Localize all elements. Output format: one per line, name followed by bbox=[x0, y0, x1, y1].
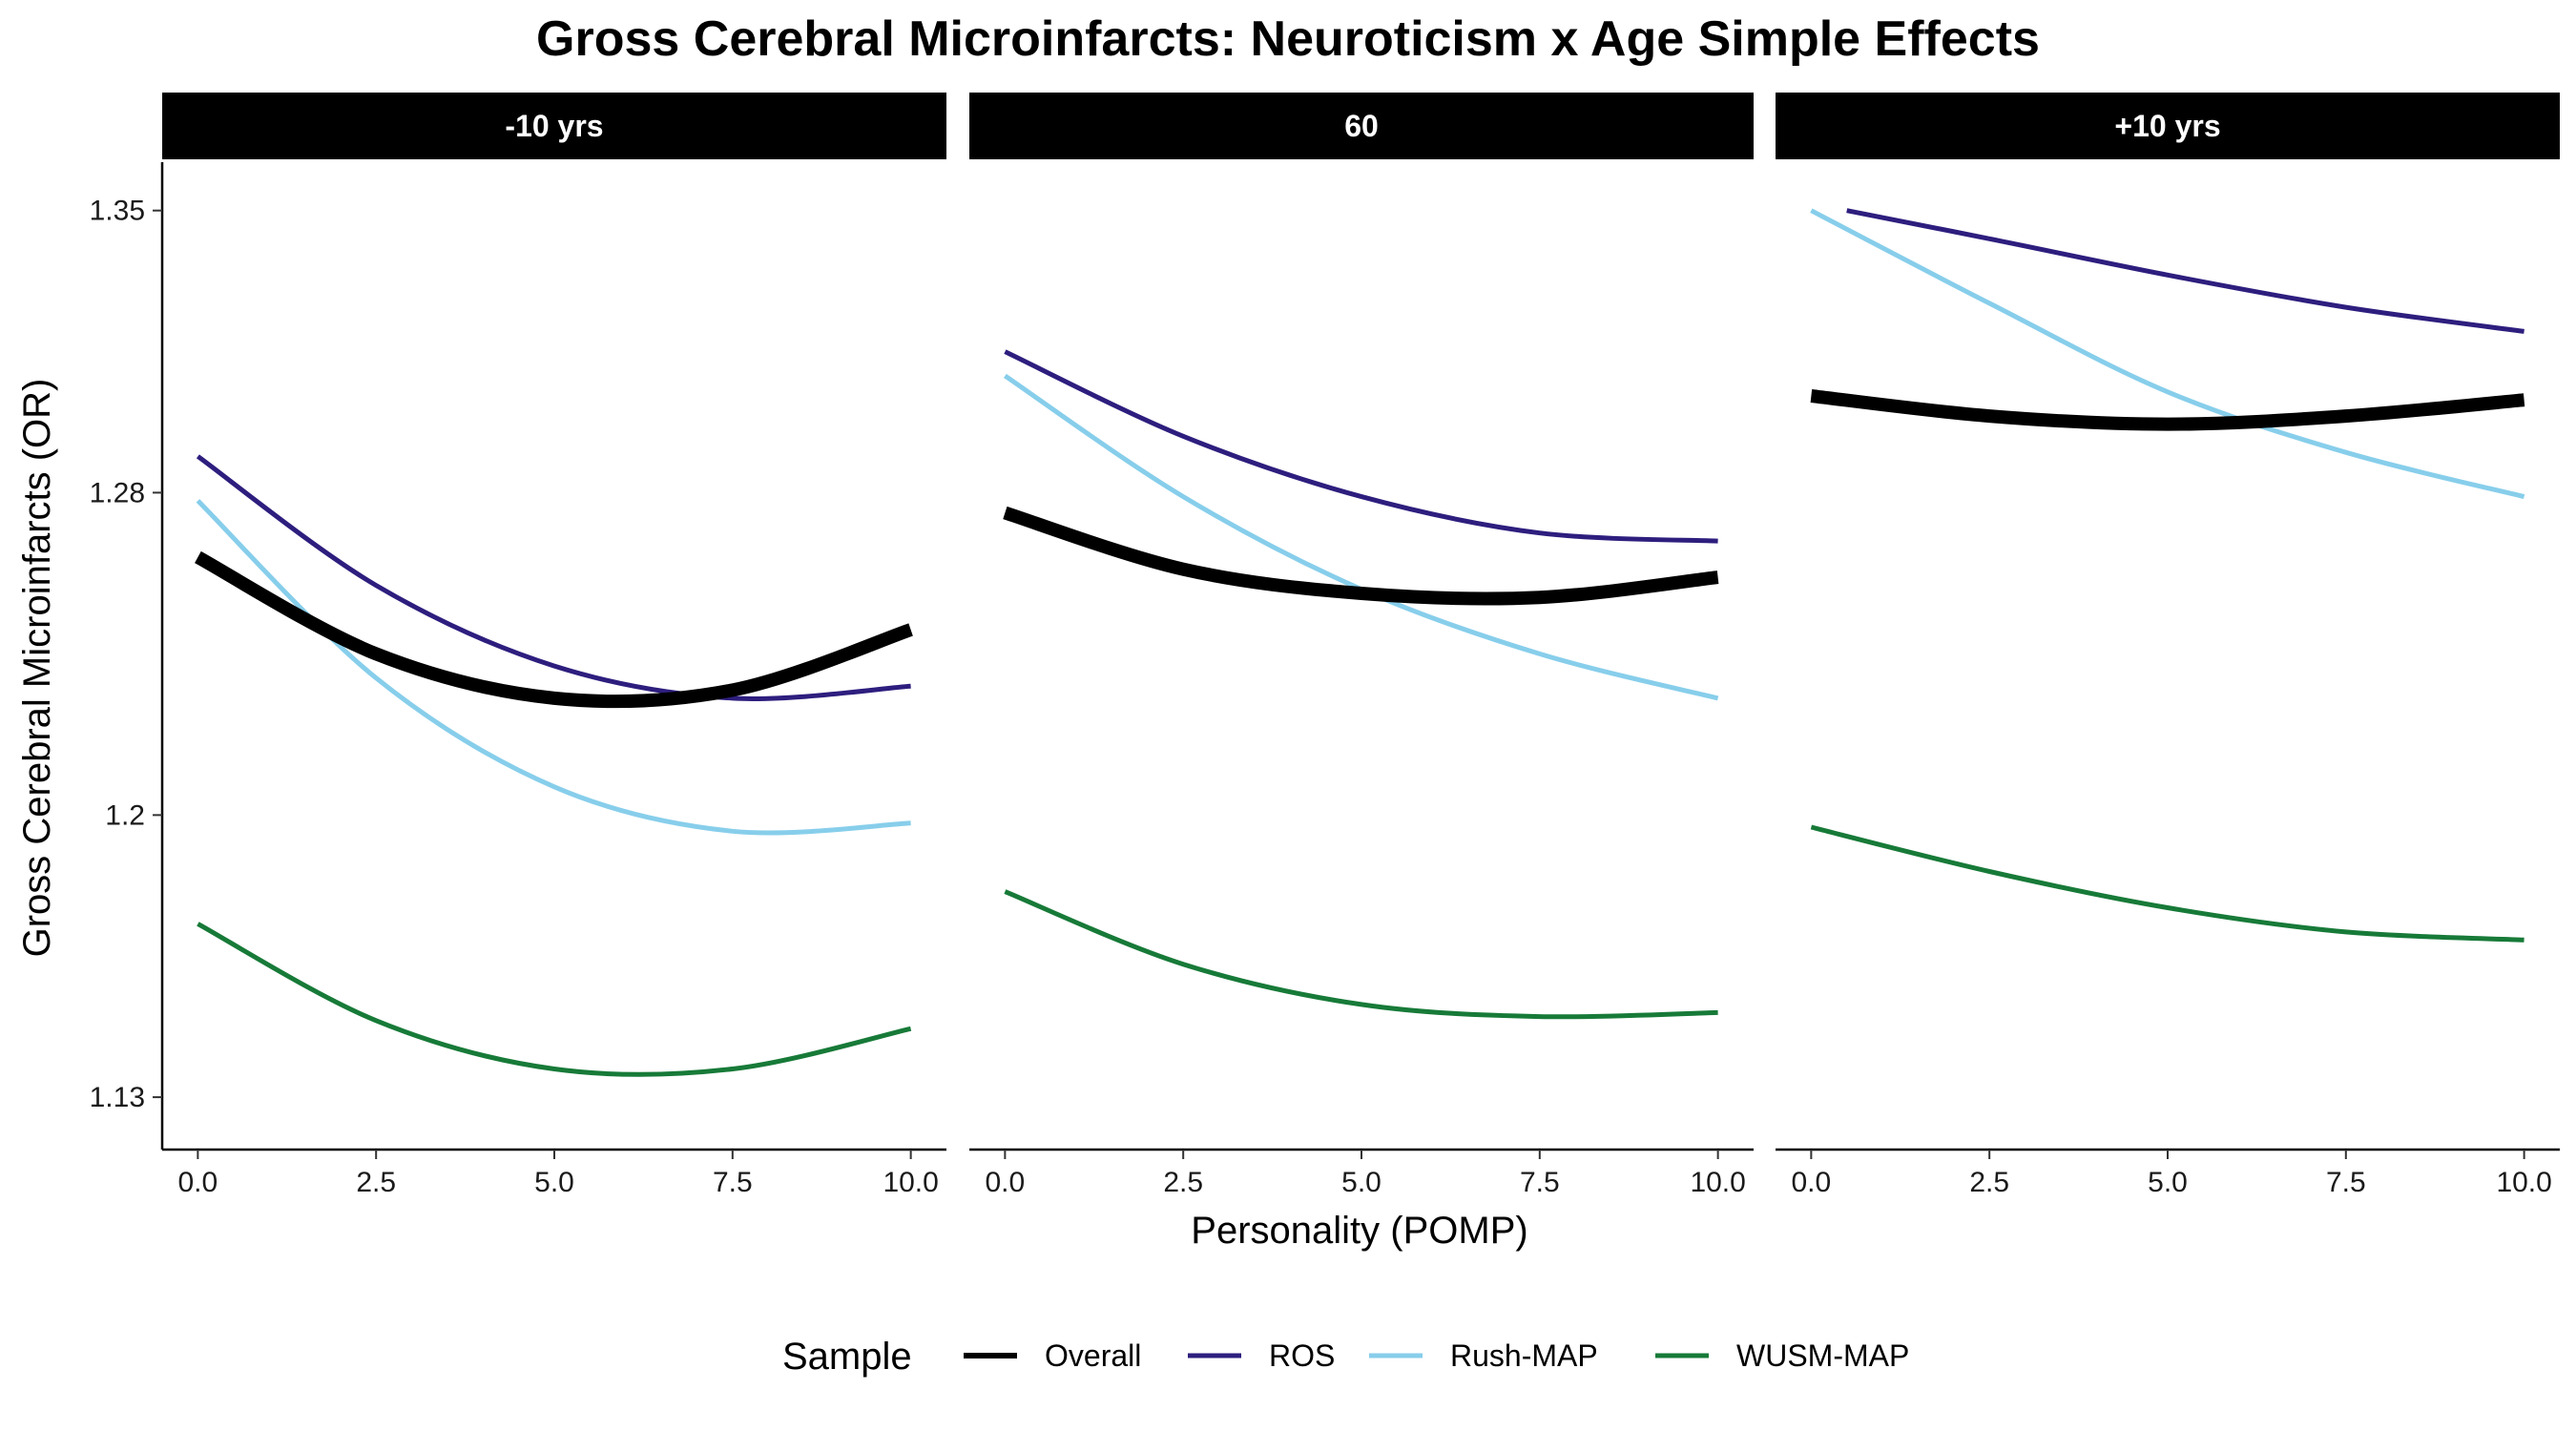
series-line-ros bbox=[196, 454, 911, 701]
chart-panels: -10 yrs 0.0 2.5 5.0 7.5 10.0 1.13 1.2 1.28 1.35 60… bbox=[90, 93, 2560, 1198]
series-line-rush-map bbox=[1810, 208, 2525, 500]
facet-strip-label: +10 yrs bbox=[2114, 109, 2220, 143]
facet-strip bbox=[969, 93, 1754, 159]
x-tick-label: 0.0 bbox=[178, 1167, 218, 1198]
x-tick-label: 0.0 bbox=[986, 1167, 1026, 1198]
series-line-wusm-map bbox=[197, 922, 912, 1077]
legend-item: ROS bbox=[1188, 1338, 1335, 1373]
legend-label: WUSM-MAP bbox=[1736, 1338, 1909, 1373]
series-line-wusm-map bbox=[1004, 889, 1718, 1020]
x-tick-label: 7.5 bbox=[2326, 1167, 2366, 1198]
facet-strip-label: 60 bbox=[1344, 109, 1379, 143]
chart-title: Gross Cerebral Microinfarcts: Neuroticis… bbox=[536, 11, 2040, 67]
series-line-ros bbox=[1846, 208, 2524, 334]
series-line-overall bbox=[195, 550, 913, 709]
x-tick-label: 0.0 bbox=[1792, 1167, 1832, 1198]
facet-panel: +10 yrs 0.0 2.5 5.0 7.5 10.0 bbox=[1776, 93, 2560, 1198]
x-tick-label: 10.0 bbox=[1690, 1167, 1745, 1198]
y-tick-label: 1.2 bbox=[105, 799, 145, 831]
legend-item: WUSM-MAP bbox=[1655, 1338, 1909, 1373]
x-tick-label: 10.0 bbox=[883, 1167, 938, 1198]
x-tick-label: 2.5 bbox=[1969, 1167, 2009, 1198]
series-line-overall bbox=[1003, 506, 1719, 606]
y-tick-label: 1.28 bbox=[90, 477, 145, 508]
legend-item: Overall bbox=[964, 1338, 1141, 1373]
y-tick-label: 1.13 bbox=[90, 1082, 145, 1113]
y-axis-title: Gross Cerebral Microinfarcts (OR) bbox=[16, 379, 58, 958]
x-tick-label: 7.5 bbox=[1520, 1167, 1560, 1198]
x-axis-title: Personality (POMP) bbox=[1191, 1210, 1527, 1252]
legend-label: ROS bbox=[1269, 1338, 1335, 1373]
legend: Sample Overall ROS Rush-MAP WUSM-MAP bbox=[782, 1336, 1909, 1378]
legend-item: Rush-MAP bbox=[1369, 1338, 1598, 1373]
x-tick-label: 5.0 bbox=[534, 1167, 574, 1198]
series-line-ros bbox=[1004, 349, 1718, 544]
x-tick-label: 2.5 bbox=[356, 1167, 396, 1198]
legend-label: Rush-MAP bbox=[1450, 1338, 1598, 1373]
x-tick-label: 2.5 bbox=[1163, 1167, 1203, 1198]
legend-title: Sample bbox=[782, 1336, 912, 1378]
facet-strip bbox=[162, 93, 946, 159]
series-line-overall bbox=[1810, 389, 2525, 431]
y-tick-label: 1.35 bbox=[90, 196, 145, 227]
x-tick-label: 5.0 bbox=[1341, 1167, 1381, 1198]
facet-strip bbox=[1776, 93, 2560, 159]
x-tick-label: 5.0 bbox=[2148, 1167, 2188, 1198]
facet-strip-label: -10 yrs bbox=[505, 109, 603, 143]
x-tick-label: 7.5 bbox=[713, 1167, 753, 1198]
facet-panel: -10 yrs 0.0 2.5 5.0 7.5 10.0 1.13 1.2 1.28 1.35 bbox=[90, 93, 946, 1198]
series-line-rush-map bbox=[196, 499, 911, 836]
x-tick-label: 10.0 bbox=[2496, 1167, 2551, 1198]
series-line-wusm-map bbox=[1810, 824, 2524, 943]
legend-items: Overall ROS Rush-MAP WUSM-MAP bbox=[964, 1338, 1909, 1373]
legend-label: Overall bbox=[1045, 1338, 1141, 1373]
facet-panel: 60 0.0 2.5 5.0 7.5 10.0 bbox=[969, 93, 1754, 1198]
